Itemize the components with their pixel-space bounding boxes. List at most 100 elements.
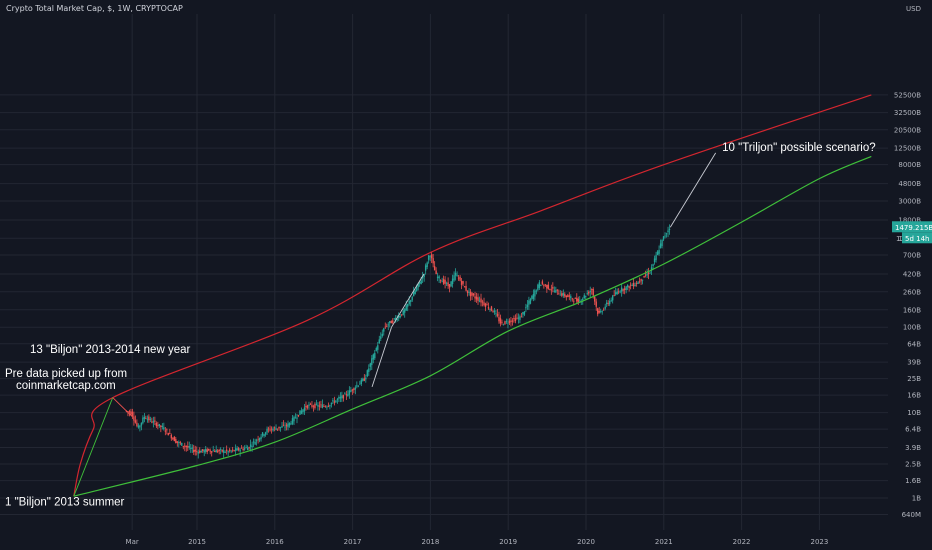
- candle-body: [211, 451, 213, 453]
- candle-body: [418, 281, 421, 284]
- candle-body: [136, 422, 138, 426]
- candle-body: [417, 283, 419, 288]
- candle-body: [655, 255, 657, 260]
- candle-body: [583, 295, 585, 299]
- candle-body: [613, 295, 615, 296]
- candle-body: [531, 295, 533, 299]
- candle-body: [205, 449, 207, 452]
- candle-body: [405, 305, 407, 311]
- candle-body: [137, 425, 140, 428]
- candle-body: [163, 427, 165, 430]
- candle-body: [237, 448, 240, 451]
- candle-body: [166, 429, 168, 431]
- candle-body: [278, 426, 280, 429]
- candle-body: [623, 288, 626, 291]
- candle-body: [305, 405, 307, 408]
- candle-body: [366, 370, 369, 377]
- candle-body: [175, 439, 177, 443]
- candle-body: [611, 295, 614, 301]
- candle-body: [323, 405, 325, 407]
- candle-body: [415, 287, 418, 291]
- candle-body: [191, 447, 193, 449]
- candle-body: [293, 416, 295, 422]
- candle-body: [617, 291, 620, 293]
- candle-body: [130, 411, 132, 415]
- candle-body: [369, 363, 372, 367]
- candle-body: [390, 320, 392, 324]
- annotation-text: Pre data picked up from: [5, 368, 127, 380]
- candle-body: [255, 440, 258, 442]
- candle-body: [541, 281, 544, 285]
- candle-body: [439, 280, 442, 281]
- candle-body: [344, 393, 346, 395]
- x-tick-label: Mar: [126, 538, 139, 546]
- candle-body: [429, 256, 431, 258]
- candle-body: [505, 321, 508, 323]
- channel-lines: [73, 94, 872, 497]
- candle-body: [311, 405, 313, 407]
- candle-body: [607, 303, 609, 305]
- candle-body: [457, 277, 460, 279]
- candle-body: [436, 276, 439, 278]
- trend-lines: [73, 152, 717, 497]
- candle-body: [393, 318, 395, 320]
- candle-body: [661, 239, 663, 247]
- candle-body: [502, 324, 505, 326]
- candle-body: [616, 291, 618, 295]
- candle-body: [143, 416, 146, 419]
- candle-body: [634, 284, 636, 286]
- candle-body: [659, 243, 662, 248]
- candle-body: [387, 324, 389, 326]
- y-axis[interactable]: 640M 1B 1.6B 2.5B 3.9B 6.4B 10B 16B 25B 39B 64B 100…: [894, 5, 921, 519]
- x-tick-label: 2017: [344, 538, 362, 546]
- candle-body: [420, 280, 422, 284]
- candle-body: [517, 317, 520, 319]
- candle-body: [167, 433, 170, 436]
- candle-body: [478, 300, 481, 302]
- candle-body: [582, 298, 584, 301]
- candle-body: [282, 424, 285, 426]
- candle-body: [468, 292, 470, 294]
- candle-body: [652, 264, 654, 267]
- candle-body: [131, 411, 134, 417]
- candle-body: [549, 289, 551, 291]
- candle-body: [225, 449, 228, 451]
- candle-body: [532, 293, 535, 299]
- candle-body: [236, 448, 238, 451]
- candle-body: [320, 404, 322, 406]
- candle-body: [499, 318, 502, 324]
- candle-body: [632, 282, 635, 287]
- candle-body: [526, 304, 529, 308]
- candle-body: [608, 301, 611, 305]
- candle-body: [664, 235, 666, 237]
- candle-body: [433, 266, 436, 271]
- candle-body: [588, 292, 590, 294]
- annotation-text: 13 "Biljon" 2013-2014 new year: [30, 344, 190, 356]
- candle-body: [185, 445, 187, 448]
- candle-body: [176, 441, 179, 443]
- candle-body: [635, 283, 638, 285]
- price-tags: 1479.215B 5d 14h: [892, 221, 932, 244]
- candle-body: [148, 416, 150, 421]
- trend-segment: [112, 397, 133, 417]
- candle-body: [553, 290, 556, 292]
- candle-body: [408, 300, 410, 304]
- candle-body: [477, 297, 479, 301]
- candle-body: [559, 294, 562, 296]
- candle-body: [314, 403, 316, 408]
- candle-body: [454, 272, 457, 276]
- candle-body: [628, 286, 630, 288]
- candle-body: [254, 441, 256, 445]
- candle-body: [638, 281, 641, 283]
- annotation-text: 10 "Triljon" possible scenario?: [722, 142, 875, 154]
- chart-title: Crypto Total Market Cap, $, 1W, CRYPTOCA…: [6, 4, 183, 13]
- candle-body: [264, 432, 267, 435]
- candle-body: [462, 281, 464, 284]
- candle-body: [427, 255, 430, 260]
- x-axis[interactable]: Mar 2015 2016 2017 2018 2019 2020 2021 2022 2023: [126, 538, 829, 546]
- candle-body: [447, 282, 449, 286]
- candle-body: [564, 293, 566, 297]
- y-tick-label: 420B: [903, 270, 921, 278]
- candle-body: [321, 404, 324, 408]
